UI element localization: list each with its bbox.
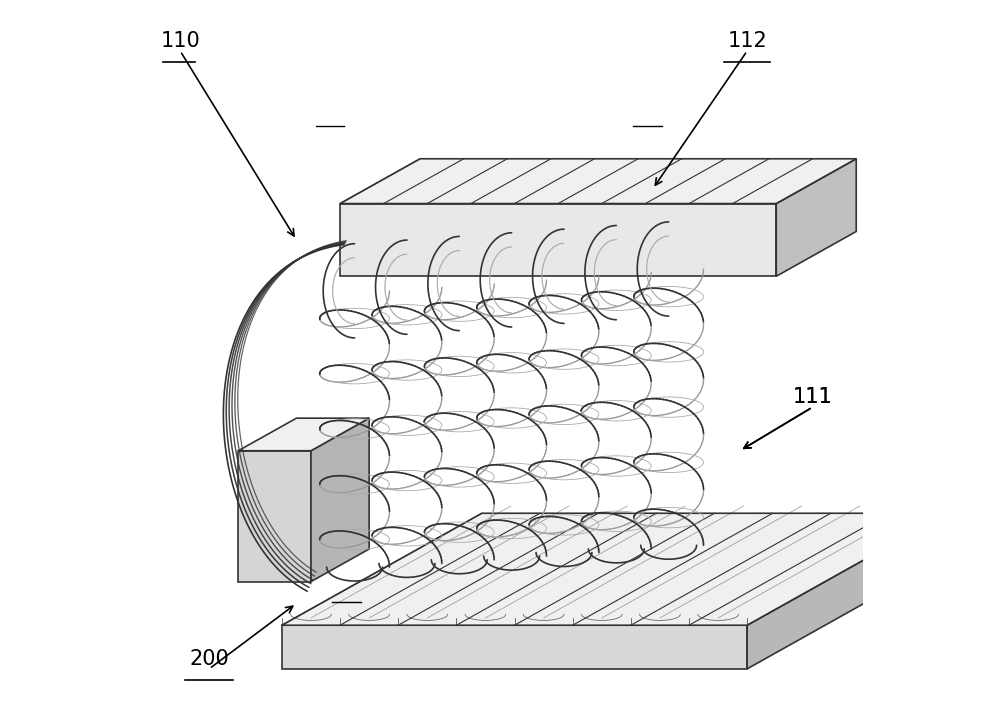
Text: 111: 111 [793, 387, 832, 407]
Polygon shape [776, 158, 856, 276]
Polygon shape [238, 418, 369, 451]
Text: 111: 111 [793, 387, 832, 407]
Polygon shape [340, 204, 776, 276]
Text: 112: 112 [727, 31, 767, 51]
Polygon shape [311, 418, 369, 582]
Polygon shape [238, 451, 311, 582]
Text: 200: 200 [189, 648, 229, 669]
Polygon shape [282, 513, 947, 625]
Polygon shape [747, 513, 947, 669]
Text: 110: 110 [160, 31, 200, 51]
Polygon shape [282, 625, 747, 669]
Polygon shape [340, 158, 856, 204]
